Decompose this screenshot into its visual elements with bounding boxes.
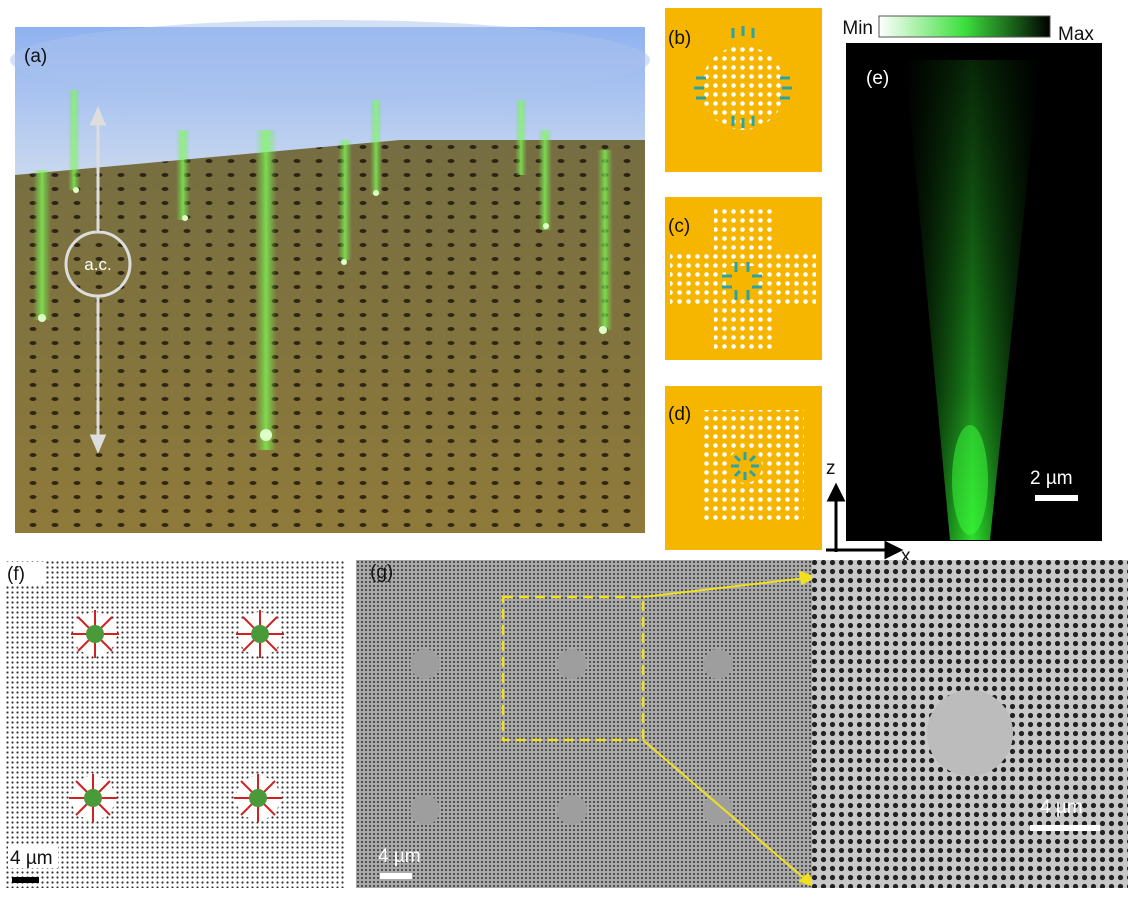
colorbar-min: Min bbox=[842, 18, 873, 39]
panel-e: Min Max (e) 2 µm z x bbox=[826, 15, 1102, 567]
axis-x: x bbox=[901, 546, 911, 567]
panel-label: (a) bbox=[24, 46, 47, 67]
hole-array bbox=[5, 560, 345, 888]
zoom-arrows bbox=[642, 570, 817, 888]
panel-label: (d) bbox=[668, 404, 691, 425]
inset-scale-bar-label: 4 µm bbox=[1040, 797, 1083, 818]
colorbar-max: Max bbox=[1058, 24, 1094, 45]
panel-label: (b) bbox=[668, 28, 691, 49]
axis-z: z bbox=[826, 458, 836, 479]
panel-label: (f) bbox=[7, 564, 25, 585]
zoom-box bbox=[501, 595, 645, 742]
scale-bar bbox=[380, 873, 412, 879]
panel-a: a.c. (a) bbox=[10, 20, 650, 533]
inset-defect bbox=[927, 690, 1013, 776]
inset-scale-bar bbox=[1030, 825, 1100, 831]
dipoles bbox=[722, 262, 762, 300]
scale-bar bbox=[1035, 495, 1078, 501]
panel-label: (g) bbox=[370, 562, 393, 583]
sem-image bbox=[356, 560, 812, 888]
beam-focus bbox=[952, 425, 988, 535]
scale-bar-label: 4 µm bbox=[378, 846, 421, 867]
panel-f: (f) 4 µm bbox=[5, 560, 345, 888]
panel-label: (e) bbox=[866, 68, 889, 89]
beam-profile bbox=[905, 60, 1040, 540]
emitters bbox=[69, 610, 284, 822]
dipoles bbox=[694, 26, 792, 128]
annotation: a.c. bbox=[84, 255, 111, 274]
panel-d: (d) bbox=[665, 386, 822, 550]
panel-b: (b) bbox=[665, 8, 822, 172]
ac-source bbox=[64, 106, 132, 454]
hole-array bbox=[701, 46, 785, 130]
dipoles bbox=[731, 452, 759, 480]
scale-bar-label: 4 µm bbox=[10, 848, 53, 869]
scale-bar-label: 2 µm bbox=[1030, 468, 1073, 489]
defects bbox=[410, 649, 733, 825]
panel-label: (c) bbox=[668, 216, 690, 237]
panel-g: (g) 4 µm 4 µm bbox=[356, 560, 1128, 888]
axes bbox=[826, 482, 904, 560]
scale-bar bbox=[12, 877, 39, 883]
panel-c: (c) bbox=[665, 197, 822, 360]
light-beams bbox=[33, 90, 613, 450]
top-electrode bbox=[10, 20, 650, 100]
colorbar bbox=[878, 15, 1051, 38]
